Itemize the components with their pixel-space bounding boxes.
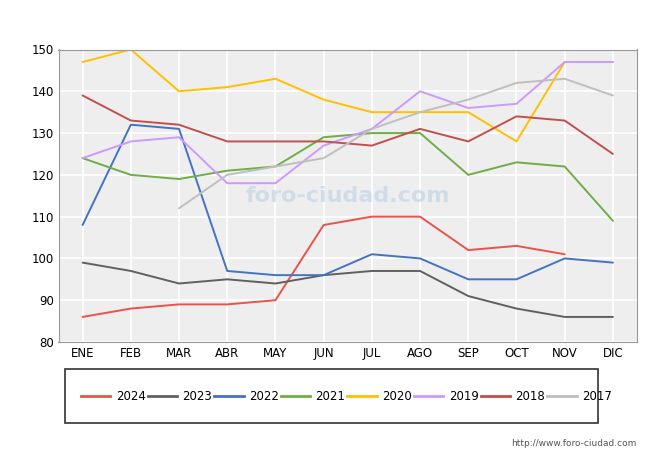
Text: 2018: 2018 <box>515 390 545 402</box>
Text: 2022: 2022 <box>249 390 279 402</box>
Text: http://www.foro-ciudad.com: http://www.foro-ciudad.com <box>512 439 637 448</box>
Text: 2019: 2019 <box>448 390 478 402</box>
Text: 2023: 2023 <box>182 390 212 402</box>
Text: 2021: 2021 <box>315 390 345 402</box>
Text: foro-ciudad.com: foro-ciudad.com <box>246 186 450 206</box>
Text: 2020: 2020 <box>382 390 412 402</box>
Text: 2024: 2024 <box>116 390 146 402</box>
Text: Afiliados en Liédena a 30/11/2024: Afiliados en Liédena a 30/11/2024 <box>188 13 462 28</box>
Text: 2017: 2017 <box>582 390 612 402</box>
